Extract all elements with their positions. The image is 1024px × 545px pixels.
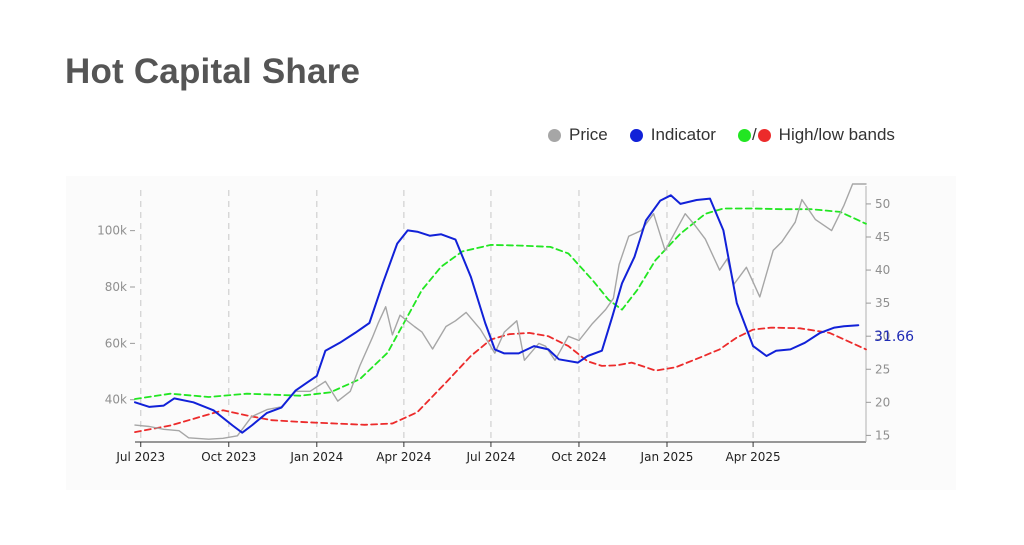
chart-legend: Price Indicator / High/low bands <box>548 124 895 146</box>
x-tick-label: Jan 2025 <box>640 450 694 464</box>
low-band-line <box>134 326 867 434</box>
legend-label-indicator: Indicator <box>650 125 716 144</box>
low-band-marker-icon <box>757 128 771 142</box>
legend-label-price: Price <box>569 125 608 144</box>
legend-item-bands[interactable]: / High/low bands <box>737 125 895 145</box>
y-right-tick-label: 35 <box>875 296 890 310</box>
legend-item-price[interactable]: Price <box>548 125 608 145</box>
indicator-last-value-label: 31.66 <box>874 329 914 345</box>
y-right-tick-label: 15 <box>875 428 890 442</box>
y-right-tick-label: 50 <box>875 197 890 211</box>
y-left-tick-label: 100k <box>97 224 127 238</box>
high-band-line <box>134 207 867 400</box>
chart-panel: Jul 2023 Oct 2023 Jan 2024 Apr 2024 Jul 2024… <box>66 176 956 490</box>
x-tick-label: Apr 2025 <box>726 450 781 464</box>
page-title: Hot Capital Share <box>65 52 361 91</box>
x-tick-label: Apr 2024 <box>376 450 431 464</box>
chart-svg[interactable]: Jul 2023 Oct 2023 Jan 2024 Apr 2024 Jul 2024… <box>66 176 956 490</box>
legend-slash: / <box>751 125 757 144</box>
indicator-line <box>134 194 860 434</box>
x-tick-label: Oct 2023 <box>201 450 256 464</box>
legend-item-indicator[interactable]: Indicator <box>629 125 716 145</box>
y-left-tick-label: 40k <box>105 393 127 407</box>
y-left-tick-label: 80k <box>105 280 127 294</box>
x-tick-label: Oct 2024 <box>551 450 606 464</box>
y-right-tick-label: 25 <box>875 362 890 376</box>
x-tick-label: Jul 2023 <box>115 450 165 464</box>
legend-label-bands: High/low bands <box>778 125 895 144</box>
price-marker-icon <box>548 128 561 142</box>
y-right-tick-label: 20 <box>875 395 890 409</box>
price-line <box>134 183 867 440</box>
high-band-marker-icon <box>737 128 751 142</box>
y-left-tick-label: 60k <box>105 336 127 350</box>
x-tick-label: Jan 2024 <box>289 450 343 464</box>
y-right-tick-label: 30 <box>875 329 890 343</box>
x-tick-label: Jul 2024 <box>466 450 516 464</box>
indicator-marker-icon <box>629 128 643 142</box>
y-right-tick-label: 40 <box>875 263 890 277</box>
y-right-tick-label: 45 <box>875 230 890 244</box>
